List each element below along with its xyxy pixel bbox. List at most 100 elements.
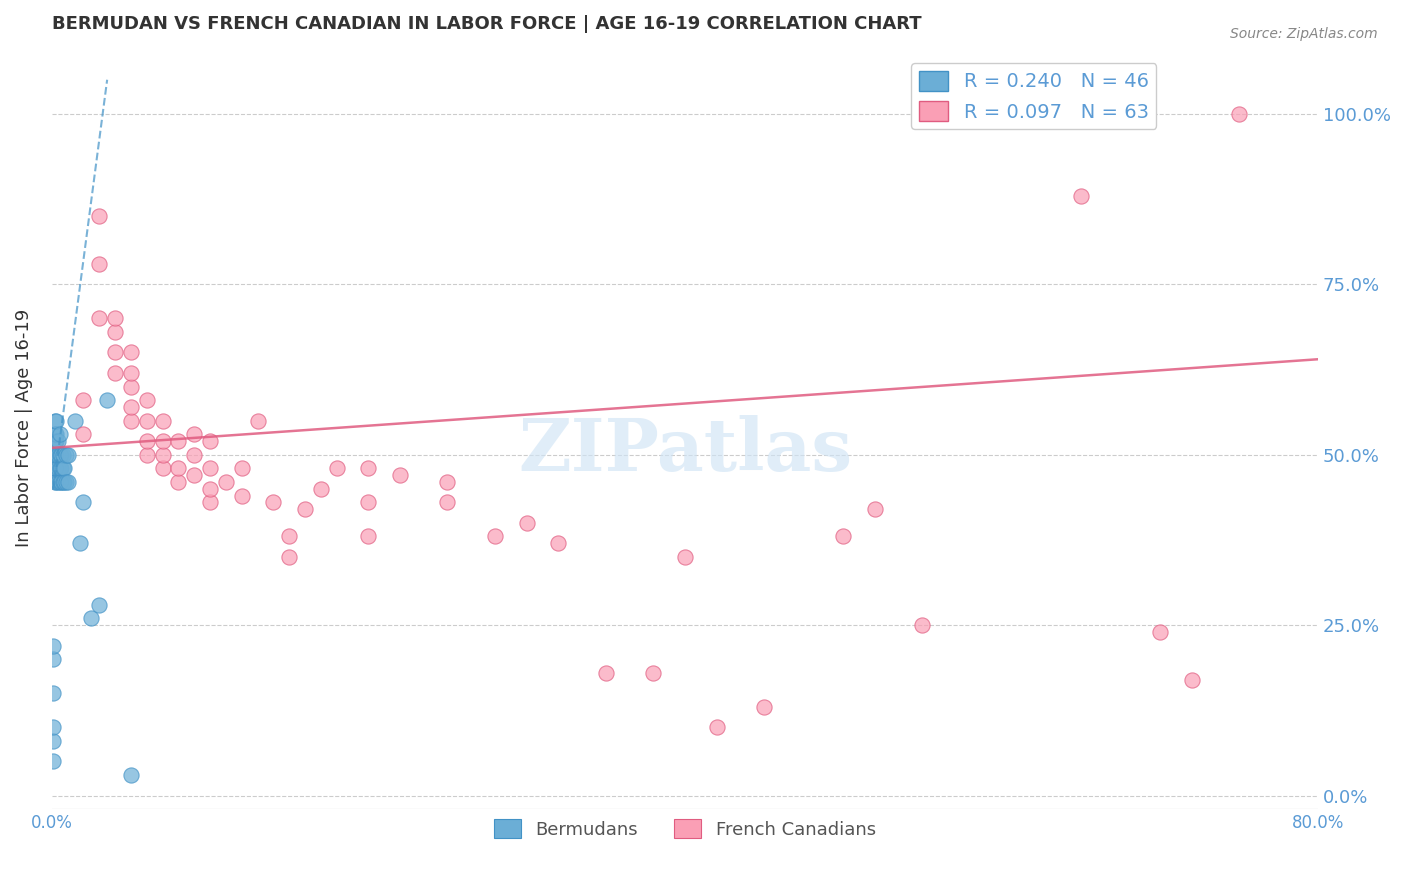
French Canadians [357,461,380,475]
Bermudans [89,598,111,612]
French Canadians [388,468,411,483]
Bermudans [44,448,66,462]
Bermudans [46,461,69,475]
French Canadians [120,400,142,414]
French Canadians [706,720,728,734]
French Canadians [278,549,301,564]
Bermudans [72,495,94,509]
French Canadians [135,414,157,428]
Bermudans [48,427,70,442]
Bermudans [42,734,65,748]
Bermudans [48,461,70,475]
French Canadians [1149,624,1171,639]
Bermudans [44,475,66,489]
French Canadians [436,475,458,489]
French Canadians [1070,188,1092,202]
French Canadians [436,495,458,509]
Bermudans [44,434,66,448]
Bermudans [56,448,79,462]
French Canadians [135,393,157,408]
French Canadians [262,495,284,509]
Text: BERMUDAN VS FRENCH CANADIAN IN LABOR FORCE | AGE 16-19 CORRELATION CHART: BERMUDAN VS FRENCH CANADIAN IN LABOR FOR… [52,15,921,33]
Bermudans [45,461,67,475]
Bermudans [42,686,65,700]
French Canadians [120,345,142,359]
Bermudans [45,475,67,489]
Bermudans [52,461,75,475]
French Canadians [167,475,190,489]
French Canadians [484,529,506,543]
Bermudans [42,652,65,666]
Bermudans [46,475,69,489]
Bermudans [44,427,66,442]
French Canadians [1227,107,1250,121]
Bermudans [65,414,87,428]
Bermudans [46,448,69,462]
French Canadians [832,529,855,543]
Bermudans [53,475,76,489]
Legend: Bermudans, French Canadians: Bermudans, French Canadians [486,812,883,846]
French Canadians [325,461,347,475]
French Canadians [231,461,253,475]
French Canadians [120,414,142,428]
French Canadians [104,345,127,359]
French Canadians [135,448,157,462]
French Canadians [198,434,221,448]
Bermudans [53,461,76,475]
Bermudans [120,768,142,782]
French Canadians [72,393,94,408]
Bermudans [48,448,70,462]
Bermudans [42,639,65,653]
Bermudans [45,427,67,442]
French Canadians [198,495,221,509]
French Canadians [167,461,190,475]
Bermudans [44,414,66,428]
Text: Source: ZipAtlas.com: Source: ZipAtlas.com [1230,27,1378,41]
French Canadians [135,434,157,448]
French Canadians [104,325,127,339]
French Canadians [1180,673,1202,687]
French Canadians [152,448,174,462]
Bermudans [80,611,103,625]
French Canadians [215,475,238,489]
French Canadians [278,529,301,543]
French Canadians [595,665,617,680]
French Canadians [246,414,269,428]
Y-axis label: In Labor Force | Age 16-19: In Labor Force | Age 16-19 [15,309,32,547]
French Canadians [357,495,380,509]
Bermudans [96,393,118,408]
Text: ZIPatlas: ZIPatlas [517,415,852,486]
French Canadians [120,379,142,393]
French Canadians [152,434,174,448]
Bermudans [48,475,70,489]
Bermudans [51,448,73,462]
Bermudans [44,461,66,475]
French Canadians [120,366,142,380]
French Canadians [357,529,380,543]
French Canadians [167,434,190,448]
Bermudans [55,475,77,489]
French Canadians [152,414,174,428]
French Canadians [911,618,934,632]
French Canadians [183,427,205,442]
French Canadians [198,482,221,496]
Bermudans [46,434,69,448]
French Canadians [183,448,205,462]
French Canadians [752,699,775,714]
Bermudans [55,448,77,462]
French Canadians [104,366,127,380]
French Canadians [72,427,94,442]
French Canadians [183,468,205,483]
French Canadians [309,482,332,496]
French Canadians [152,461,174,475]
French Canadians [231,489,253,503]
Bermudans [45,434,67,448]
French Canadians [89,209,111,223]
French Canadians [863,502,886,516]
French Canadians [198,461,221,475]
Bermudans [42,720,65,734]
Bermudans [45,414,67,428]
Bermudans [56,475,79,489]
French Canadians [294,502,316,516]
French Canadians [643,665,665,680]
